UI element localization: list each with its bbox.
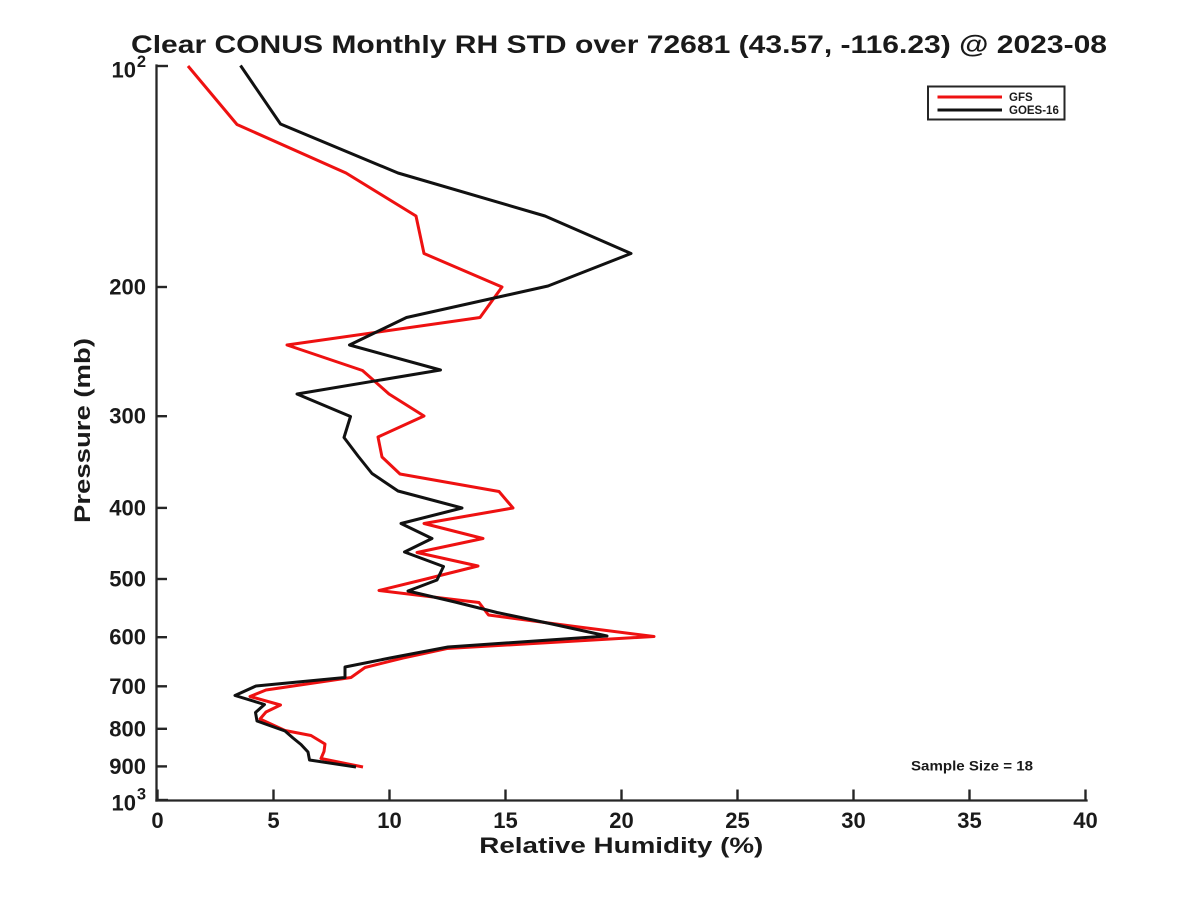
svg-text:Relative Humidity (%): Relative Humidity (%)	[479, 833, 763, 858]
svg-text:10: 10	[112, 58, 136, 83]
svg-text:600: 600	[109, 625, 146, 650]
svg-text:5: 5	[267, 808, 279, 833]
svg-text:0: 0	[151, 808, 163, 833]
svg-text:Pressure (mb): Pressure (mb)	[70, 338, 95, 523]
svg-text:30: 30	[841, 808, 865, 833]
svg-text:3: 3	[137, 786, 146, 804]
svg-text:400: 400	[109, 495, 146, 520]
svg-text:40: 40	[1073, 808, 1097, 833]
svg-text:200: 200	[109, 275, 146, 300]
svg-text:Clear CONUS Monthly RH STD ove: Clear CONUS Monthly RH STD over 72681 (4…	[131, 31, 1107, 59]
svg-text:900: 900	[109, 754, 146, 779]
svg-text:20: 20	[609, 808, 633, 833]
svg-text:700: 700	[109, 674, 146, 699]
svg-text:500: 500	[109, 567, 146, 592]
svg-text:GFS: GFS	[1009, 92, 1033, 104]
svg-text:35: 35	[957, 808, 981, 833]
svg-text:GOES-16: GOES-16	[1009, 105, 1059, 117]
svg-text:25: 25	[725, 808, 749, 833]
svg-text:800: 800	[109, 716, 146, 741]
svg-text:Sample Size = 18: Sample Size = 18	[911, 759, 1034, 774]
svg-text:10: 10	[112, 791, 136, 816]
svg-text:15: 15	[493, 808, 517, 833]
svg-text:300: 300	[109, 404, 146, 429]
svg-text:10: 10	[377, 808, 401, 833]
svg-text:2: 2	[137, 53, 146, 71]
